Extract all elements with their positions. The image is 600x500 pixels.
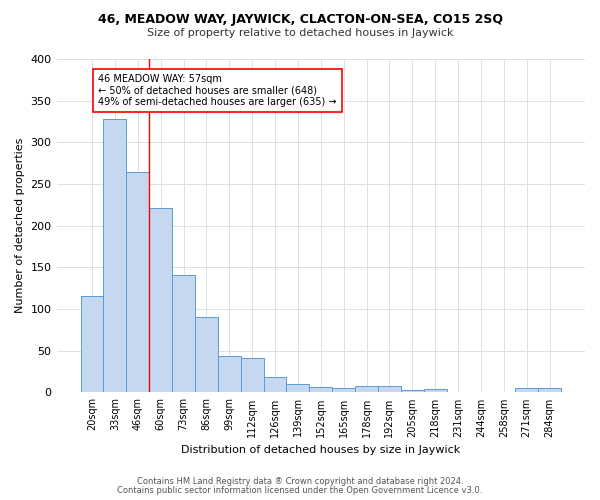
Bar <box>355 386 378 392</box>
Bar <box>80 296 103 392</box>
Text: 46 MEADOW WAY: 57sqm
← 50% of detached houses are smaller (648)
49% of semi-deta: 46 MEADOW WAY: 57sqm ← 50% of detached h… <box>98 74 337 107</box>
Bar <box>103 119 127 392</box>
Y-axis label: Number of detached properties: Number of detached properties <box>15 138 25 314</box>
X-axis label: Distribution of detached houses by size in Jaywick: Distribution of detached houses by size … <box>181 445 460 455</box>
Bar <box>172 275 195 392</box>
Bar <box>310 386 332 392</box>
Bar <box>149 208 172 392</box>
Bar <box>424 389 446 392</box>
Bar <box>127 172 149 392</box>
Bar <box>378 386 401 392</box>
Bar <box>286 384 310 392</box>
Text: Size of property relative to detached houses in Jaywick: Size of property relative to detached ho… <box>147 28 453 38</box>
Text: 46, MEADOW WAY, JAYWICK, CLACTON-ON-SEA, CO15 2SQ: 46, MEADOW WAY, JAYWICK, CLACTON-ON-SEA,… <box>97 12 503 26</box>
Bar <box>263 376 286 392</box>
Bar <box>332 388 355 392</box>
Bar <box>515 388 538 392</box>
Bar <box>218 356 241 393</box>
Bar <box>241 358 263 392</box>
Bar <box>195 316 218 392</box>
Text: Contains public sector information licensed under the Open Government Licence v3: Contains public sector information licen… <box>118 486 482 495</box>
Text: Contains HM Land Registry data ® Crown copyright and database right 2024.: Contains HM Land Registry data ® Crown c… <box>137 477 463 486</box>
Bar <box>401 390 424 392</box>
Bar <box>538 388 561 392</box>
